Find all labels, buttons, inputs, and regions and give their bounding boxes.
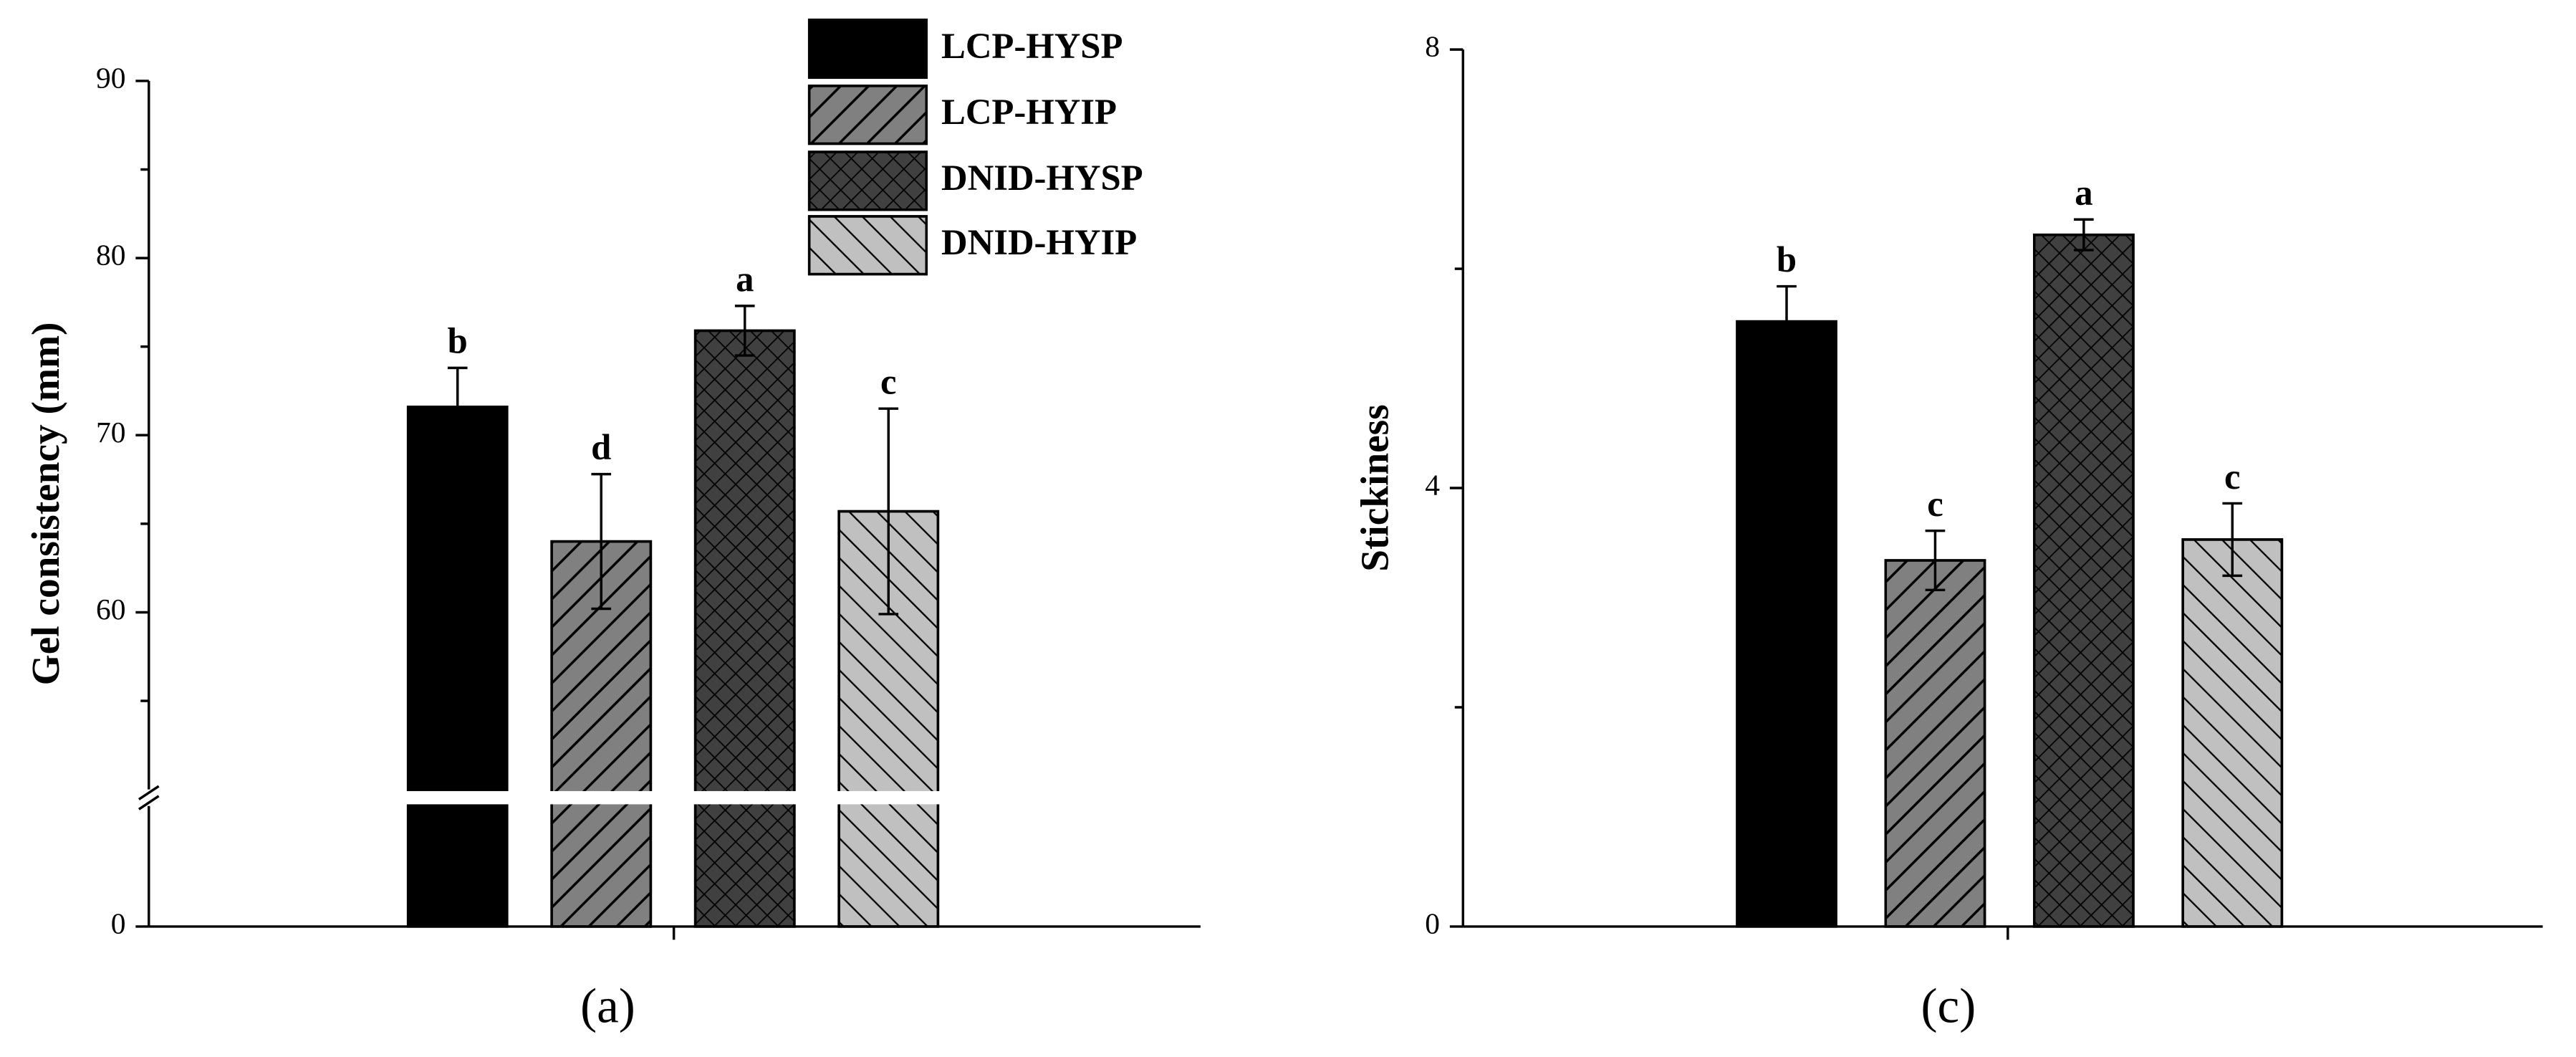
break-band — [401, 790, 945, 805]
caption: (c) — [1921, 977, 1976, 1033]
bar — [406, 406, 509, 928]
axis-break — [138, 795, 160, 810]
bar-hatch — [2032, 233, 2135, 928]
legend-hatch — [807, 150, 928, 211]
y-tick-label: 4 — [1425, 469, 1440, 502]
axis-break — [138, 785, 160, 800]
legend-hatch — [807, 85, 928, 145]
y-axis-label: Gel consistency (mm) — [24, 322, 67, 686]
legend-label: DNID-HYIP — [941, 222, 1137, 262]
y-tick-label: 70 — [96, 416, 125, 449]
error-bar — [878, 407, 899, 616]
bar — [1736, 320, 1837, 928]
bar-hatch — [2181, 538, 2284, 928]
y-tick-label: 90 — [96, 61, 125, 94]
significance-letter: a — [2075, 173, 2092, 213]
bar-hatch — [1884, 559, 1986, 928]
y-tick-label: 60 — [96, 593, 125, 626]
error-bar — [591, 472, 612, 611]
error-bar — [1777, 284, 1797, 358]
y-tick-label: 0 — [111, 907, 126, 939]
significance-letter: c — [880, 362, 897, 402]
error-bar — [447, 366, 468, 447]
legend-label: LCP-HYIP — [941, 92, 1117, 132]
error-bar — [2222, 502, 2243, 578]
error-bar — [734, 305, 755, 357]
significance-letter: c — [2224, 456, 2241, 497]
bar-hatch — [693, 329, 796, 928]
y-axis-label: Stickiness — [1352, 404, 1396, 572]
error-bar — [1925, 529, 1946, 592]
legend-hatch — [807, 215, 928, 276]
significance-letter: d — [591, 427, 611, 467]
legend-label: DNID-HYSP — [941, 158, 1143, 198]
y-tick-label: 8 — [1425, 30, 1440, 63]
significance-letter: b — [1777, 239, 1797, 279]
caption: (a) — [580, 977, 635, 1033]
legend-swatch — [807, 18, 928, 80]
legend-label: LCP-HYSP — [941, 26, 1123, 66]
significance-letter: a — [736, 259, 754, 299]
y-tick-label: 80 — [96, 239, 125, 272]
significance-letter: c — [1927, 484, 1943, 524]
significance-letter: b — [448, 321, 468, 361]
error-bar — [2074, 218, 2094, 252]
y-tick-label: 0 — [1425, 907, 1440, 939]
